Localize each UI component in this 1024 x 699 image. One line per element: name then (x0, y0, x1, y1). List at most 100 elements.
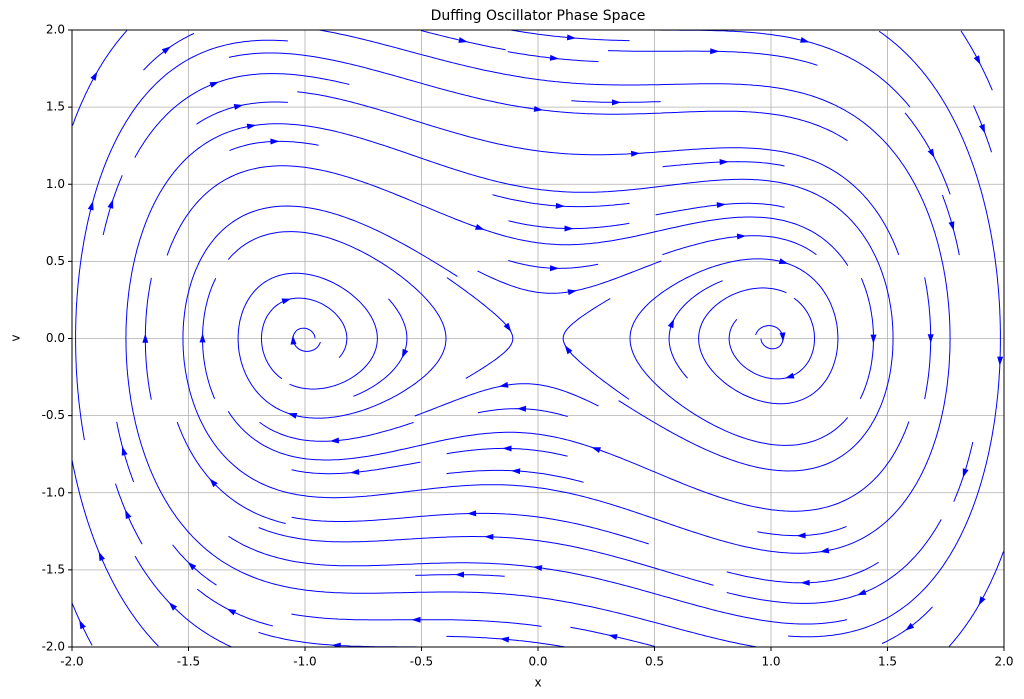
chart-title: Duffing Oscillator Phase Space (431, 8, 646, 24)
stream-arrow (209, 478, 218, 488)
stream-arrow (819, 547, 830, 554)
stream-arrow (778, 258, 789, 264)
stream-arrow (973, 55, 981, 65)
x-tick-label: 0.5 (645, 655, 664, 669)
stream-arrow (948, 221, 955, 231)
stream-arrow (199, 333, 206, 343)
y-tick-label: 2.0 (46, 23, 65, 37)
streamline (125, 123, 894, 647)
streamline (881, 606, 933, 644)
y-axis-label: v (9, 334, 23, 341)
stream-arrow (161, 46, 171, 55)
stream-arrow (736, 233, 747, 240)
stream-arrow (667, 318, 675, 329)
stream-arrow (608, 634, 618, 640)
stream-arrow (401, 348, 409, 359)
y-tick-label: -1.0 (42, 485, 65, 499)
x-tick-label: -2.0 (60, 655, 83, 669)
stream-arrow (719, 159, 729, 165)
stream-arrow (800, 37, 810, 43)
streamline (72, 30, 128, 126)
stream-arrow (125, 509, 132, 520)
streamline (788, 30, 1001, 638)
stream-arrow (927, 334, 934, 344)
stream-arrow (209, 81, 219, 88)
stream-arrow (857, 589, 867, 596)
y-tick-label: 0.0 (46, 331, 65, 345)
y-tick-label: 1.5 (46, 100, 65, 114)
stream-arrow (411, 616, 421, 623)
stream-arrow (475, 224, 485, 230)
y-tick-label: -1.5 (42, 562, 65, 576)
stream-arrow (997, 356, 1004, 366)
streamline (196, 588, 274, 627)
streamline (668, 280, 723, 379)
stream-arrow (87, 201, 94, 211)
y-tick-label: 1.0 (46, 177, 65, 191)
stream-arrow (631, 150, 641, 157)
stream-arrow (499, 381, 509, 388)
stream-arrow (566, 34, 577, 41)
stream-arrow (246, 123, 257, 130)
stream-arrow (98, 551, 105, 562)
streamline (227, 231, 447, 419)
x-tick-label: -0.5 (410, 655, 433, 669)
stream-arrow (533, 106, 543, 112)
stream-arrow (270, 138, 280, 145)
x-tick-label: 2.0 (994, 655, 1013, 669)
streamline (182, 30, 951, 554)
stream-arrow (79, 619, 86, 630)
y-tick-label: -0.5 (42, 408, 65, 422)
x-tick-label: -1.0 (293, 655, 316, 669)
y-tick-label: 0.5 (46, 254, 65, 268)
stream-arrow (564, 345, 573, 355)
stream-arrow (233, 104, 244, 110)
streamline (353, 298, 408, 397)
streamline (904, 112, 951, 195)
stream-arrow (550, 265, 559, 272)
stream-arrow (979, 123, 985, 134)
stream-arrow (591, 447, 601, 453)
streamline (414, 383, 599, 417)
stream-arrow (800, 579, 810, 586)
stream-arrow (905, 622, 915, 631)
stream-arrow (962, 468, 969, 478)
streamline (72, 459, 159, 647)
stream-arrow (290, 335, 297, 345)
stream-arrow (710, 48, 720, 55)
streamline (726, 561, 879, 584)
stream-arrow (458, 37, 468, 43)
streamline (655, 30, 911, 108)
stream-arrow (187, 561, 197, 571)
x-axis-label: x (534, 676, 541, 690)
stream-arrow (484, 533, 494, 540)
stream-arrow (467, 510, 477, 517)
stream-arrow (350, 469, 360, 475)
x-tick-label: 1.5 (878, 655, 897, 669)
stream-arrow (168, 602, 178, 611)
streamline (176, 421, 286, 524)
stream-arrow (517, 405, 526, 412)
stream-arrow (499, 636, 510, 643)
stream-arrow (107, 199, 114, 209)
stream-arrow (612, 99, 621, 106)
stream-arrow (121, 446, 128, 456)
streamline (477, 260, 662, 294)
stream-arrow (533, 565, 543, 571)
stream-arrow (226, 608, 237, 616)
streamline (227, 411, 910, 512)
stream-arrow (716, 202, 726, 208)
streamline (948, 551, 1004, 647)
x-tick-label: 0.0 (528, 655, 547, 669)
stream-arrow (555, 202, 565, 209)
stream-arrow (511, 468, 521, 475)
streamline (291, 512, 649, 545)
y-tick-label: -2.0 (42, 640, 65, 654)
streamline (166, 165, 849, 266)
stream-arrow (870, 334, 877, 344)
x-tick-label: 1.0 (761, 655, 780, 669)
streamline (629, 258, 849, 446)
stream-arrow (281, 298, 291, 305)
stream-arrow (287, 413, 298, 419)
streamline (755, 325, 784, 350)
